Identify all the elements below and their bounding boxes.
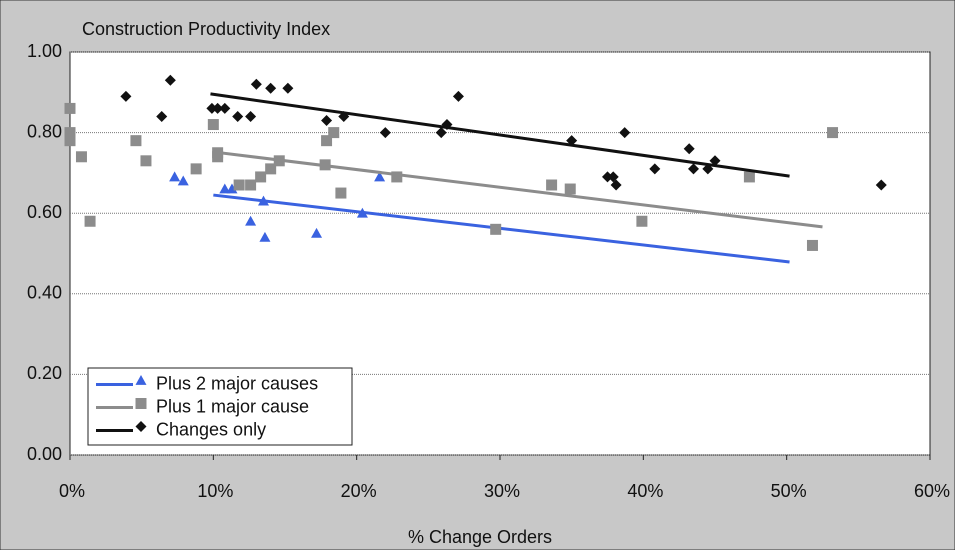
point [169,171,181,182]
point [338,110,350,122]
x-tick-label: 40% [627,481,663,501]
point [610,179,622,191]
point [709,155,721,167]
point [140,155,152,167]
point [245,110,257,122]
x-tick-label: 10% [197,481,233,501]
point [566,135,578,147]
x-tick-label: 50% [771,481,807,501]
point [120,90,132,102]
x-axis-label: % Change Orders [408,527,552,547]
point [212,151,224,163]
point [282,82,294,94]
point [435,127,447,139]
point [206,102,218,114]
x-tick-label: 20% [341,481,377,501]
point [258,195,269,206]
point [64,102,76,114]
point [190,163,202,175]
point [356,207,368,218]
point [64,135,76,147]
legend-marker [135,398,147,409]
point [164,74,176,86]
legend-marker [135,375,147,385]
point [226,183,238,194]
trend-line [210,92,790,178]
point [311,227,323,238]
y-tick-label: 1.00 [27,41,62,61]
point [683,143,695,155]
point [273,155,285,167]
point [219,102,231,114]
point [602,171,613,183]
point [156,110,168,122]
point [250,78,262,90]
y-tick-label: 0.00 [27,444,62,464]
point [806,239,818,251]
point [564,183,576,195]
point [391,171,403,183]
x-tick-label: 30% [484,481,520,501]
point [219,183,231,194]
point [245,179,257,191]
x-tick-label: 60% [914,481,950,501]
point [328,127,340,139]
point [546,179,558,191]
y-tick-label: 0.20 [27,363,62,383]
point [232,110,244,122]
point [233,179,245,191]
legend-label: Plus 2 major causes [156,373,318,393]
point [452,90,464,102]
point [335,187,347,199]
point [259,231,271,242]
trend-line [213,193,790,264]
point [688,163,699,175]
point [636,215,648,227]
point [245,215,257,226]
point [255,171,267,183]
trend-line [213,150,823,229]
chart-title: Construction Productivity Index [82,19,330,39]
point [265,163,277,175]
point [75,151,87,163]
point [374,171,386,182]
legend-label: Changes only [156,419,266,439]
point [84,215,96,227]
y-tick-label: 0.60 [27,202,62,222]
point [649,163,661,175]
legend-label: Plus 1 major cause [156,396,309,416]
point [207,119,219,131]
point [319,159,331,171]
point [743,171,755,183]
point [827,127,839,139]
point [619,127,631,139]
point [875,179,887,191]
point [212,102,224,114]
legend-marker [135,421,147,432]
point [702,163,714,175]
y-tick-label: 0.80 [27,121,62,141]
point [490,223,502,235]
y-tick-label: 0.40 [27,283,62,303]
point [177,175,189,186]
point [265,82,277,94]
x-tick-label: 0% [59,481,85,501]
point [130,135,142,147]
point [379,127,391,139]
point [441,119,453,131]
point [321,115,333,127]
